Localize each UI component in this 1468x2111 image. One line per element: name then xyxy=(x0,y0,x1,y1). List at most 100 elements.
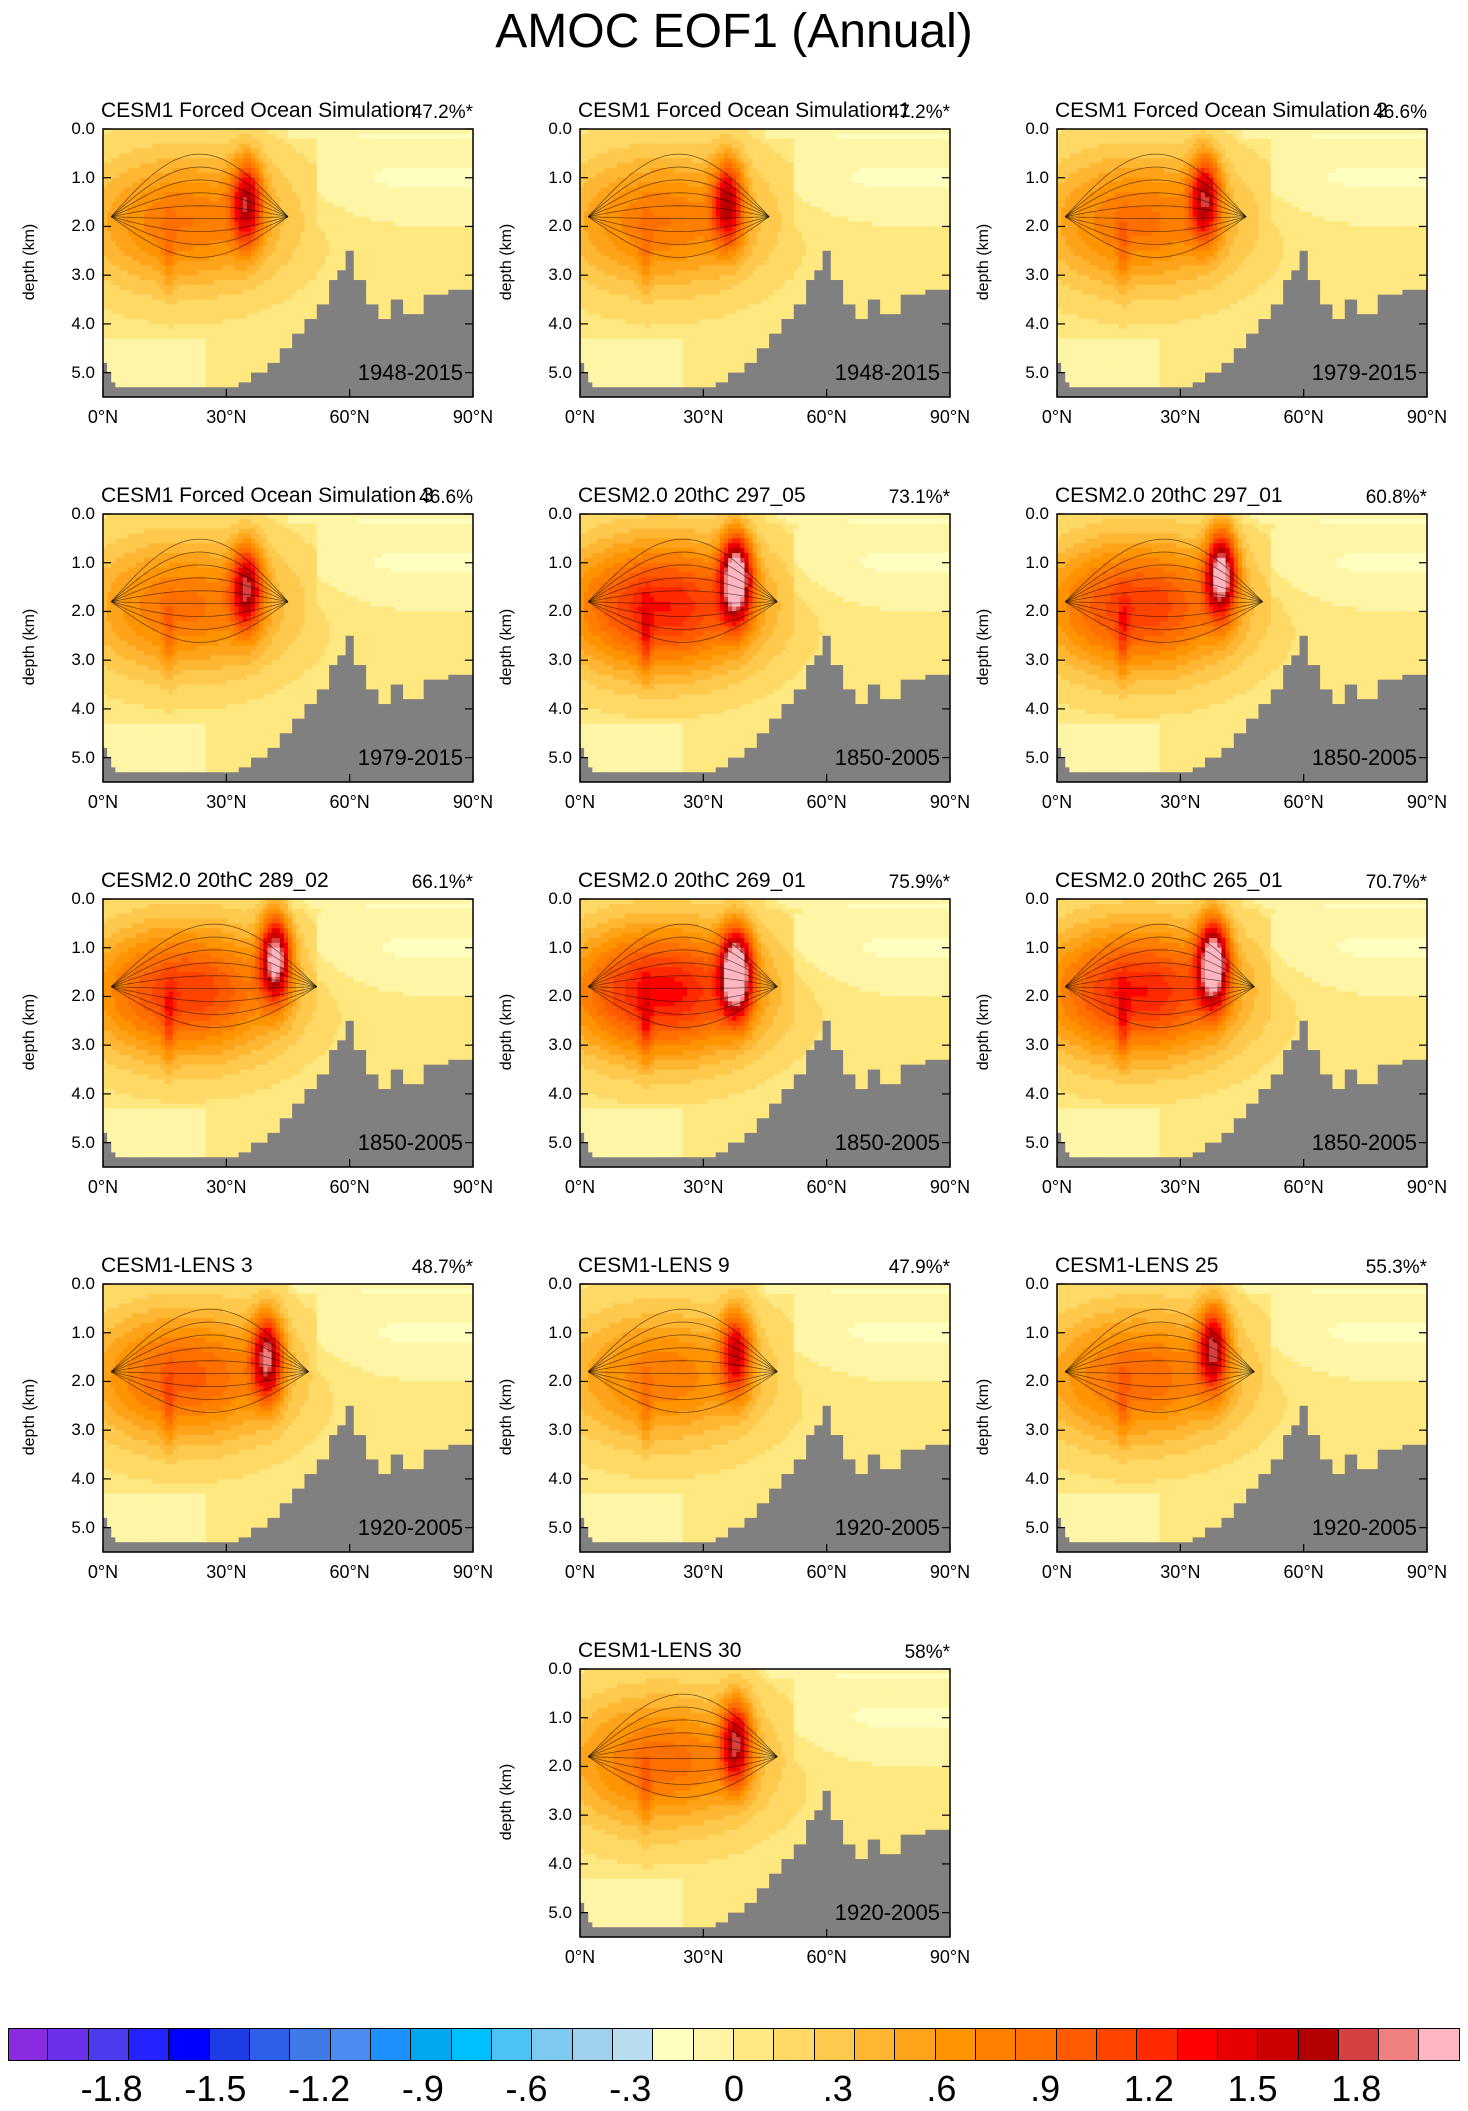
field-cell xyxy=(214,231,219,236)
field-cell xyxy=(362,343,367,348)
field-cell xyxy=(444,134,449,139)
field-cell xyxy=(452,202,457,207)
field-cell xyxy=(465,309,470,314)
field-cell xyxy=(284,139,289,144)
field-cell xyxy=(300,309,305,314)
field-cell xyxy=(222,231,227,236)
field-cell xyxy=(288,265,293,270)
field-cell xyxy=(383,270,388,275)
field-cell xyxy=(161,270,166,275)
field-cell xyxy=(366,339,371,344)
field-cell xyxy=(440,236,445,241)
field-cell xyxy=(136,373,141,378)
field-cell xyxy=(165,178,170,183)
field-cell xyxy=(444,348,449,353)
field-cell xyxy=(132,319,137,324)
field-cell xyxy=(292,197,297,202)
field-cell xyxy=(280,265,285,270)
field-cell xyxy=(407,251,412,256)
field-cell xyxy=(325,290,330,295)
field-cell xyxy=(152,217,157,222)
field-cell xyxy=(202,241,207,246)
field-cell xyxy=(189,378,194,383)
field-cell xyxy=(267,139,272,144)
field-cell xyxy=(128,343,133,348)
field-cell xyxy=(218,246,223,251)
field-cell xyxy=(346,192,351,197)
field-cell xyxy=(267,329,272,334)
field-cell xyxy=(226,231,231,236)
field-cell xyxy=(206,334,211,339)
field-cell xyxy=(403,353,408,358)
field-cell xyxy=(111,314,116,319)
field-cell xyxy=(383,261,388,266)
field-cell xyxy=(304,319,309,324)
field-cell xyxy=(272,178,277,183)
field-cell xyxy=(235,319,240,324)
field-cell xyxy=(461,251,466,256)
field-cell xyxy=(432,290,437,295)
field-cell xyxy=(407,304,412,309)
field-cell xyxy=(181,343,186,348)
field-cell xyxy=(432,178,437,183)
field-cell xyxy=(350,241,355,246)
field-cell xyxy=(202,348,207,353)
field-cell xyxy=(354,178,359,183)
field-cell xyxy=(136,168,141,173)
field-cell xyxy=(124,168,129,173)
field-cell xyxy=(136,324,141,329)
field-cell xyxy=(362,309,367,314)
field-cell xyxy=(226,378,231,383)
field-cell xyxy=(111,309,116,314)
field-cell xyxy=(107,280,112,285)
field-cell xyxy=(239,368,244,373)
field-cell xyxy=(111,246,116,251)
field-cell xyxy=(226,163,231,168)
field-cell xyxy=(284,158,289,163)
field-cell xyxy=(128,339,133,344)
field-cell xyxy=(300,343,305,348)
field-cell xyxy=(465,212,470,217)
field-cell xyxy=(346,329,351,334)
field-cell xyxy=(288,387,293,392)
field-cell xyxy=(300,290,305,295)
field-cell xyxy=(329,212,334,217)
field-cell xyxy=(457,241,462,246)
field-cell xyxy=(452,134,457,139)
field-cell xyxy=(115,251,120,256)
field-cell xyxy=(440,275,445,280)
field-cell xyxy=(444,158,449,163)
field-cell xyxy=(214,343,219,348)
field-cell xyxy=(210,265,215,270)
field-cell xyxy=(165,168,170,173)
field-cell xyxy=(354,300,359,305)
field-cell xyxy=(119,173,124,178)
field-cell xyxy=(362,261,367,266)
field-cell xyxy=(444,285,449,290)
field-cell xyxy=(370,285,375,290)
field-cell xyxy=(452,295,457,300)
field-cell xyxy=(185,387,190,392)
field-cell xyxy=(317,139,322,144)
field-cell xyxy=(165,148,170,153)
field-cell xyxy=(124,382,129,387)
field-cell xyxy=(329,236,334,241)
field-cell xyxy=(399,236,404,241)
field-cell xyxy=(321,295,326,300)
field-cell xyxy=(226,222,231,227)
field-cell xyxy=(403,319,408,324)
field-cell xyxy=(193,309,198,314)
field-cell xyxy=(448,256,453,261)
field-cell xyxy=(214,192,219,197)
field-cell xyxy=(111,324,116,329)
field-cell xyxy=(276,290,281,295)
field-cell xyxy=(156,275,161,280)
field-cell xyxy=(309,144,314,149)
field-cell xyxy=(313,343,318,348)
field-cell xyxy=(230,231,235,236)
field-cell xyxy=(132,300,137,305)
field-cell xyxy=(317,334,322,339)
field-cell xyxy=(259,368,264,373)
field-cell xyxy=(317,183,322,188)
field-cell xyxy=(144,251,149,256)
